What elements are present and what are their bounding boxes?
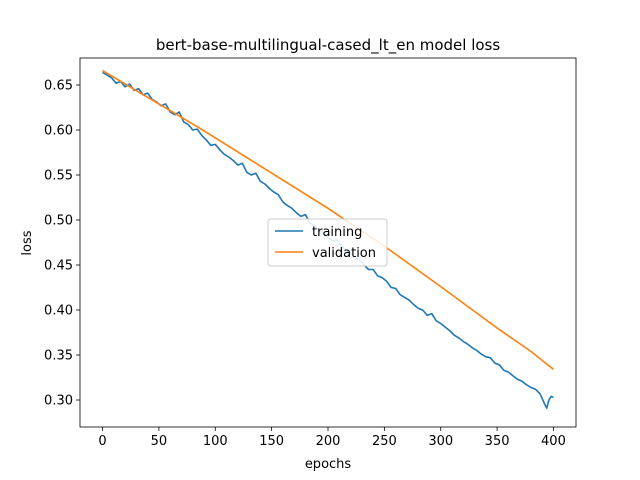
x-tick-label: 200	[316, 434, 341, 449]
x-tick-label: 100	[203, 434, 228, 449]
y-axis-ticks: 0.30 0.35 0.40 0.45 0.50 0.55 0.60 0.65	[44, 79, 80, 409]
y-tick-label: 0.65	[44, 79, 73, 94]
x-tick-label: 350	[485, 434, 510, 449]
y-tick-label: 0.35	[44, 349, 73, 364]
chart-title: bert-base-multilingual-cased_lt_en model…	[156, 36, 501, 55]
legend-label-training: training	[312, 225, 362, 240]
y-tick-label: 0.40	[44, 304, 73, 319]
series-line-validation	[102, 69, 554, 371]
legend-label-validation: validation	[312, 246, 376, 261]
y-tick-label: 0.50	[44, 214, 73, 229]
x-tick-label: 300	[428, 434, 453, 449]
y-tick-label: 0.60	[44, 124, 73, 139]
y-tick-label: 0.30	[44, 394, 73, 409]
x-tick-label: 400	[541, 434, 566, 449]
x-tick-label: 50	[151, 434, 168, 449]
x-tick-label: 0	[98, 434, 106, 449]
y-tick-label: 0.55	[44, 169, 73, 184]
x-tick-label: 250	[372, 434, 397, 449]
x-axis-ticks: 0 50 100 150 200 250 300 350 400	[98, 427, 566, 449]
x-axis-label: epochs	[305, 457, 352, 472]
y-tick-label: 0.45	[44, 259, 73, 274]
x-tick-label: 150	[259, 434, 284, 449]
y-axis-label: loss	[20, 230, 35, 255]
legend: training validation	[267, 218, 388, 267]
